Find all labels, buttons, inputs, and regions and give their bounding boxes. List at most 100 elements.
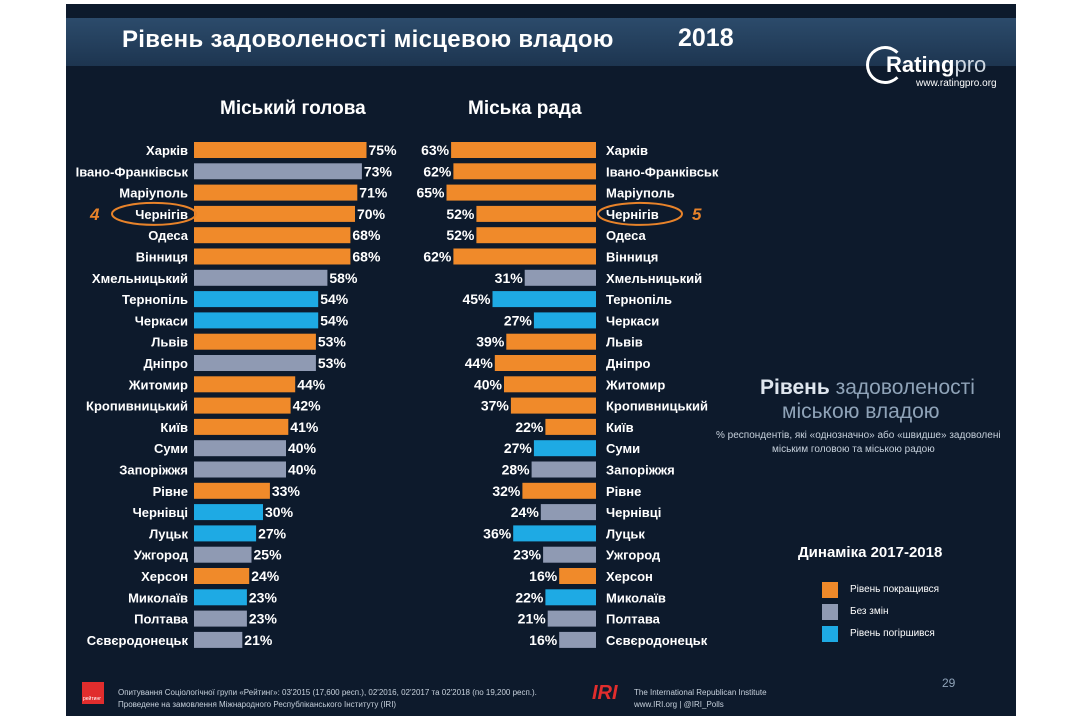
council-bar [559, 568, 596, 584]
logo-url: www.ratingpro.org [916, 78, 997, 89]
mayor-category-label: Черкаси [135, 313, 188, 328]
council-category-label: Кропивницький [606, 399, 708, 414]
council-category-label: Херсон [606, 569, 653, 584]
council-category-label: Івано-Франківськ [606, 164, 719, 179]
mayor-bar [194, 610, 247, 627]
mayor-value-label: 25% [254, 547, 283, 563]
mayor-bar [194, 418, 289, 435]
legend-swatch-improved [822, 582, 838, 598]
mayor-value-label: 53% [318, 334, 347, 350]
council-value-label: 37% [481, 398, 510, 414]
council-bar [453, 248, 596, 265]
council-bar [524, 269, 596, 286]
council-value-label: 62% [423, 163, 452, 179]
info-title-line1: Рівень задоволеності [760, 376, 975, 400]
council-value-label: 65% [416, 185, 445, 201]
council-value-label: 63% [421, 142, 450, 158]
mayor-bar [194, 589, 247, 606]
legend-swatch-worse [822, 626, 838, 642]
iri-line2: www.IRI.org | @IRI_Polls [634, 700, 724, 709]
mayor-category-label: Миколаїв [128, 590, 188, 605]
slide: Рівень задоволеності місцевою владою 201… [66, 4, 1016, 716]
council-bar [510, 397, 596, 414]
mayor-value-label: 58% [329, 270, 358, 286]
mayor-bar [194, 163, 362, 180]
council-category-label: Одеса [606, 228, 646, 243]
info-title-bold: Рівень [760, 376, 830, 399]
mayor-value-label: 24% [251, 568, 280, 584]
council-category-label: Полтава [606, 612, 661, 627]
council-category-label: Маріуполь [606, 186, 675, 201]
mayor-category-label: Рівне [153, 484, 188, 499]
info-subtitle-line2: міським головою та міською радою [772, 444, 935, 455]
legend-swatch-unchanged [822, 604, 838, 620]
council-category-label: Чернівці [606, 505, 661, 520]
mayor-value-label: 73% [364, 163, 393, 179]
mayor-value-label: 40% [288, 440, 317, 456]
legend-title: Динаміка 2017-2018 [798, 544, 943, 561]
mayor-value-label: 21% [244, 632, 273, 648]
mayor-value-label: 71% [359, 185, 388, 201]
mayor-bar [194, 142, 367, 158]
logo-ring-icon [866, 46, 904, 84]
council-bar [494, 355, 596, 371]
council-value-label: 21% [518, 611, 547, 627]
slide-title: Рівень задоволеності місцевою владою [122, 26, 614, 53]
mayor-value-label: 54% [320, 312, 349, 328]
council-value-label: 28% [502, 462, 531, 478]
council-category-label: Вінниця [606, 250, 658, 265]
council-bar [476, 227, 596, 244]
mayor-bar [194, 568, 250, 584]
info-subtitle-line1: % респондентів, які «однозначно» або «шв… [716, 430, 1001, 441]
mayor-category-label: Житомир [128, 377, 188, 392]
logo-rating-text: Rating [886, 52, 955, 77]
mayor-bar [194, 269, 328, 286]
mayor-category-label: Запоріжжя [119, 463, 188, 478]
mayor-category-label: Харків [146, 143, 188, 158]
mayor-value-label: 27% [258, 525, 287, 541]
mayor-bar [194, 205, 355, 222]
slide-year: 2018 [678, 24, 734, 52]
title-band [66, 18, 1016, 66]
council-value-label: 44% [465, 355, 494, 371]
council-bar [513, 525, 596, 542]
mayor-bar [194, 546, 252, 563]
council-bar [543, 546, 596, 563]
mayor-rank-label: 4 [89, 205, 100, 224]
info-title-line2: міською владою [782, 400, 940, 423]
council-bar [522, 482, 596, 499]
council-value-label: 39% [476, 334, 505, 350]
council-category-label: Рівне [606, 484, 641, 499]
mayor-bar [194, 355, 316, 371]
council-value-label: 22% [515, 589, 544, 605]
mayor-value-label: 68% [352, 227, 381, 243]
council-value-label: 24% [511, 504, 540, 520]
council-category-label: Львів [606, 335, 643, 350]
council-value-label: 16% [529, 632, 558, 648]
council-category-label: Миколаїв [606, 590, 666, 605]
council-value-label: 52% [446, 227, 475, 243]
mayor-bar [194, 504, 263, 521]
council-bar [533, 440, 596, 457]
mayor-category-label: Маріуполь [119, 186, 188, 201]
council-value-label: 52% [446, 206, 475, 222]
mayor-bar [194, 631, 243, 648]
legend-label-unchanged: Без змін [850, 606, 889, 617]
council-bar [540, 504, 596, 521]
council-value-label: 40% [474, 376, 503, 392]
mayor-value-label: 33% [272, 483, 301, 499]
council-bar [492, 291, 596, 308]
mayor-category-label: Хмельницький [92, 271, 188, 286]
rating-footer-logo: рейтинг [82, 682, 104, 704]
mayor-value-label: 68% [352, 249, 381, 265]
council-category-label: Київ [606, 420, 634, 435]
mayor-category-label: Вінниця [136, 250, 188, 265]
council-category-label: Хмельницький [606, 271, 702, 286]
council-value-label: 16% [529, 568, 558, 584]
council-category-label: Черкаси [606, 313, 659, 328]
mayor-category-label: Херсон [141, 569, 188, 584]
council-category-label: Тернопіль [606, 292, 672, 307]
iri-logo: IRI [592, 682, 618, 704]
mayor-value-label: 41% [290, 419, 319, 435]
mayor-highlight-ring [111, 201, 197, 226]
